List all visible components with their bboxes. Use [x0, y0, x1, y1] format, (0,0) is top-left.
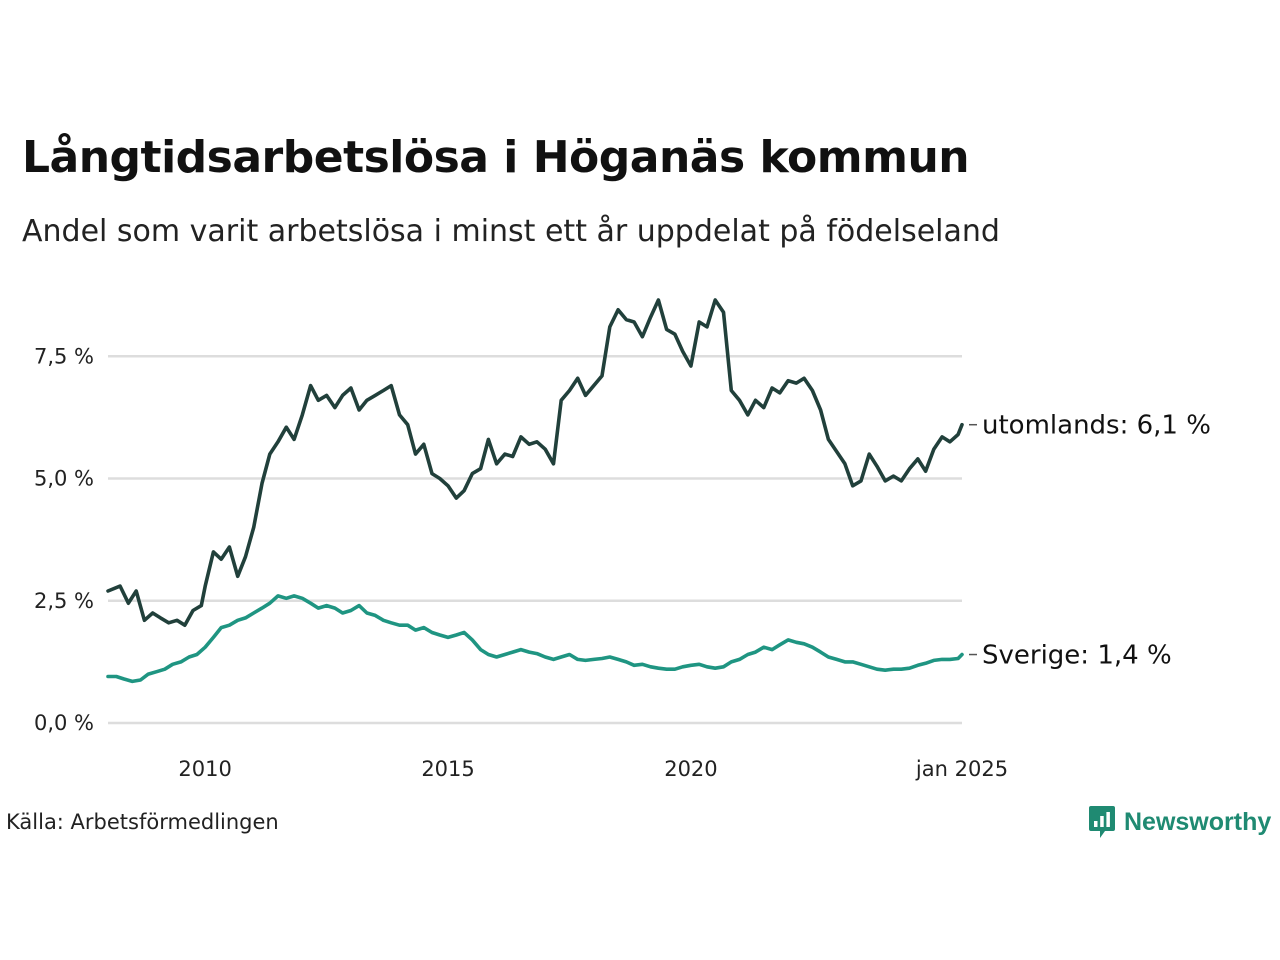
y-tick-label: 2,5 % — [34, 589, 94, 613]
brand-logo: Newsworthy — [1088, 804, 1271, 840]
series-line-sverige — [106, 594, 964, 684]
x-tick-label: 2015 — [421, 757, 474, 781]
y-tick-label: 7,5 % — [34, 344, 94, 368]
y-tick-label: 0,0 % — [34, 711, 94, 735]
x-tick-label: jan 2025 — [915, 757, 1008, 781]
y-tick-label: 5,0 % — [34, 467, 94, 491]
brand-name: Newsworthy — [1124, 807, 1272, 836]
chart-subtitle: Andel som varit arbetslösa i minst ett å… — [22, 214, 1000, 249]
series-end-labels: utomlands: 6,1 % Sverige: 1,4 % — [969, 411, 1211, 671]
newsworthy-logo-icon — [1089, 806, 1115, 838]
gridlines — [108, 355, 962, 725]
source-note: Källa: Arbetsförmedlingen — [6, 810, 279, 834]
end-label-sverige: Sverige: 1,4 % — [982, 641, 1172, 671]
y-axis-ticks: 0,0 % 2,5 % 5,0 % 7,5 % — [34, 344, 94, 735]
x-tick-label: 2020 — [664, 757, 717, 781]
series-lines — [106, 298, 964, 684]
x-axis-ticks: 2010 2015 2020 jan 2025 — [178, 757, 1008, 781]
end-label-utomlands: utomlands: 6,1 % — [982, 411, 1211, 441]
series-line-utomlands — [106, 298, 964, 627]
chart-title: Långtidsarbetslösa i Höganäs kommun — [22, 132, 970, 183]
x-tick-label: 2010 — [178, 757, 231, 781]
